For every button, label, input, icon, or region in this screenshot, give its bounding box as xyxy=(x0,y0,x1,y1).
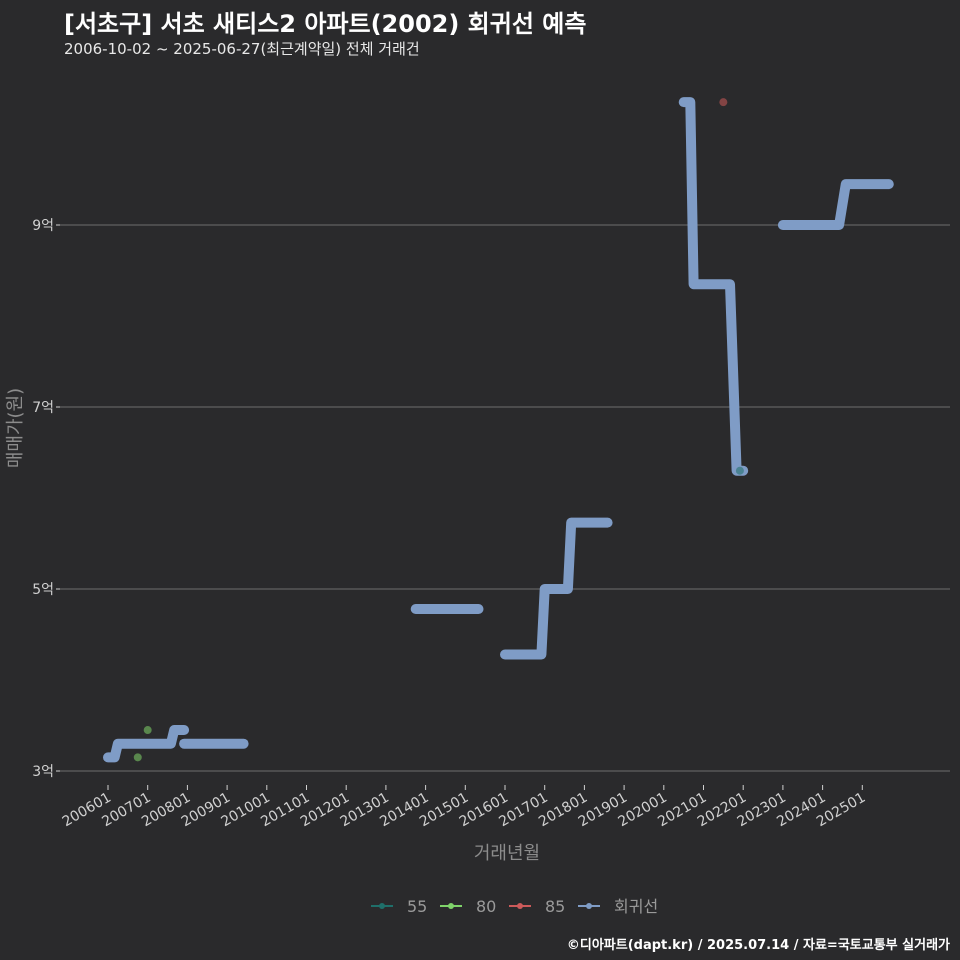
gridlines xyxy=(60,224,950,772)
chart-title: [서초구] 서초 새티스2 아파트(2002) 회귀선 예측 xyxy=(64,10,587,38)
data-point-55 xyxy=(735,466,744,475)
x-axis: 2006012007012008012009012010012011012012… xyxy=(60,785,868,830)
legend-label-85: 85 xyxy=(545,897,565,916)
y-axis-title: 매매가(원) xyxy=(5,388,26,468)
y-tick-label: 9억 xyxy=(32,218,54,234)
regression-segment xyxy=(777,179,894,230)
legend-label-80: 80 xyxy=(476,897,496,916)
legend-marker-55 xyxy=(379,903,385,909)
chart-subtitle: 2006-10-02 ~ 2025-06-27(최근계약일) 전체 거래건 xyxy=(64,40,420,58)
legend-marker-80 xyxy=(448,903,454,909)
y-tick-label: 7억 xyxy=(32,400,54,416)
y-tick-label: 5억 xyxy=(32,582,54,598)
regression-segment xyxy=(103,725,190,763)
y-tick-label: 3억 xyxy=(32,764,54,780)
x-axis-title: 거래년월 xyxy=(474,843,540,864)
legend: 55 80 85 회귀선 xyxy=(371,897,658,916)
data-point-80 xyxy=(143,726,152,735)
legend-marker-85 xyxy=(517,903,523,909)
regression-lines xyxy=(103,97,894,763)
regression-segment xyxy=(500,517,613,660)
legend-label-회귀선: 회귀선 xyxy=(614,897,658,916)
legend-marker-회귀선 xyxy=(586,903,592,909)
regression-segment xyxy=(678,97,749,476)
data-points xyxy=(133,98,744,762)
data-point-80 xyxy=(133,753,142,762)
y-axis: 3억 5억 7억 9억 xyxy=(32,218,60,780)
data-point-85 xyxy=(719,98,728,107)
credit-line: ©디아파트(dapt.kr) / 2025.07.14 / 자료=국토교통부 실… xyxy=(566,938,950,953)
legend-label-55: 55 xyxy=(407,897,427,916)
